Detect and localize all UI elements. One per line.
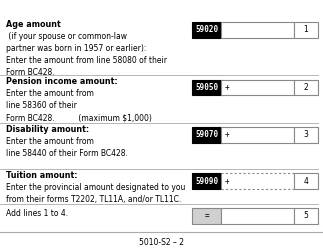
Text: Age amount: Age amount bbox=[6, 20, 61, 29]
Text: from their forms T2202, TL11A, and/or TL11C.: from their forms T2202, TL11A, and/or TL… bbox=[6, 195, 182, 204]
Text: Tuition amount:: Tuition amount: bbox=[6, 171, 78, 180]
Bar bbox=[294, 80, 318, 95]
Text: Form BC428.          (maximum $1,000): Form BC428. (maximum $1,000) bbox=[6, 113, 152, 122]
Text: 2: 2 bbox=[304, 83, 308, 92]
Text: Disability amount:: Disability amount: bbox=[6, 124, 89, 134]
Bar bbox=[192, 22, 221, 38]
Bar bbox=[221, 127, 294, 142]
Text: 1: 1 bbox=[304, 26, 308, 35]
Bar bbox=[192, 208, 221, 224]
Text: Pension income amount:: Pension income amount: bbox=[6, 77, 118, 86]
Bar bbox=[294, 208, 318, 224]
Text: Enter the amount from line 58080 of their: Enter the amount from line 58080 of thei… bbox=[6, 56, 167, 65]
Bar bbox=[294, 127, 318, 142]
Bar bbox=[192, 173, 221, 189]
Text: 59090: 59090 bbox=[195, 176, 218, 186]
Text: 59070: 59070 bbox=[195, 130, 218, 139]
Text: +: + bbox=[225, 83, 230, 92]
Bar bbox=[294, 22, 318, 38]
Text: +: + bbox=[225, 130, 230, 139]
Text: Enter the amount from: Enter the amount from bbox=[6, 89, 94, 98]
Text: 59050: 59050 bbox=[195, 83, 218, 92]
Text: Add lines 1 to 4.: Add lines 1 to 4. bbox=[6, 210, 68, 218]
Text: 5010-S2 – 2: 5010-S2 – 2 bbox=[139, 238, 184, 248]
Text: Enter the provincial amount designated to you: Enter the provincial amount designated t… bbox=[6, 183, 186, 192]
Text: line 58440 of their Form BC428.: line 58440 of their Form BC428. bbox=[6, 148, 128, 158]
Text: +: + bbox=[225, 176, 230, 186]
Bar bbox=[221, 173, 294, 189]
Bar bbox=[192, 127, 221, 142]
Text: Form BC428.: Form BC428. bbox=[6, 68, 55, 77]
Text: 4: 4 bbox=[304, 176, 308, 186]
Bar bbox=[221, 80, 294, 95]
Text: Enter the amount from: Enter the amount from bbox=[6, 136, 94, 145]
Bar bbox=[294, 173, 318, 189]
Text: (if your spouse or common-law: (if your spouse or common-law bbox=[6, 32, 128, 41]
Bar bbox=[221, 22, 294, 38]
Text: line 58360 of their: line 58360 of their bbox=[6, 101, 77, 110]
Text: partner was born in 1957 or earlier):: partner was born in 1957 or earlier): bbox=[6, 44, 147, 53]
Text: 5: 5 bbox=[304, 212, 308, 220]
Bar bbox=[192, 80, 221, 95]
Text: 59020: 59020 bbox=[195, 26, 218, 35]
Text: =: = bbox=[204, 212, 209, 220]
Text: 3: 3 bbox=[304, 130, 308, 139]
Bar bbox=[221, 208, 294, 224]
